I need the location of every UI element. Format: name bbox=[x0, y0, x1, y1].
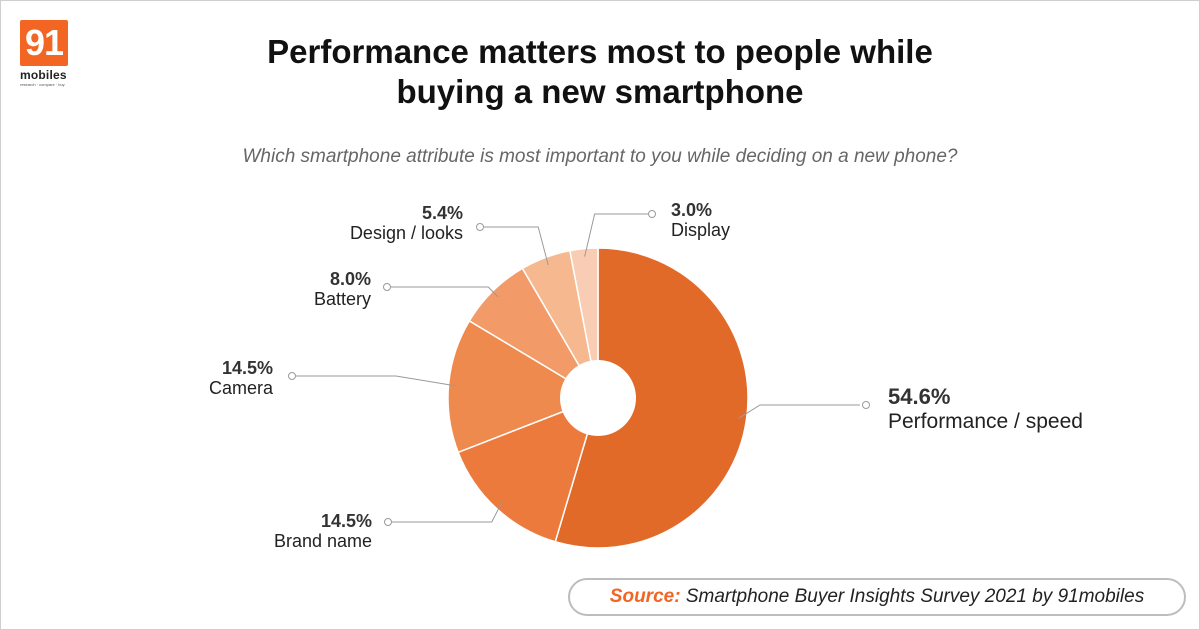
leader-dot-2 bbox=[384, 518, 392, 526]
brand-logo: 91 mobiles research · compare · buy bbox=[20, 20, 72, 90]
category-label-1: Performance / speed bbox=[888, 410, 1083, 433]
pie-slice-1 bbox=[554, 247, 749, 549]
value-label-2: 14.5% bbox=[321, 511, 372, 531]
leader-dot-1 bbox=[862, 401, 870, 409]
leader-dot-3 bbox=[288, 372, 296, 380]
leader-dot-6 bbox=[648, 210, 656, 218]
category-label-4: Battery bbox=[314, 289, 371, 309]
value-label-6: 3.0% bbox=[671, 200, 712, 220]
leader-line-5 bbox=[484, 226, 549, 266]
chart-title-line1: Performance matters most to people while bbox=[267, 33, 933, 70]
chart-title: Performance matters most to people while… bbox=[150, 32, 1050, 112]
source-text: Smartphone Buyer Insights Survey 2021 by… bbox=[685, 586, 1145, 607]
leader-line-1 bbox=[738, 404, 860, 419]
leader-line-6 bbox=[584, 213, 648, 257]
leader-line-2 bbox=[392, 502, 503, 523]
pie-slice-2 bbox=[457, 396, 600, 543]
logo-tagline: research · compare · buy bbox=[20, 82, 65, 87]
leader-dot-4 bbox=[383, 283, 391, 291]
chart-subtitle: Which smartphone attribute is most impor… bbox=[242, 146, 958, 167]
leader-line-3 bbox=[296, 375, 457, 387]
source-label: Source: bbox=[609, 586, 681, 607]
logo-number: 91 bbox=[20, 20, 68, 66]
value-label-5: 5.4% bbox=[422, 203, 463, 223]
category-label-6: Display bbox=[671, 220, 730, 240]
pie-slice-6 bbox=[569, 247, 599, 399]
logo-wordmark: mobiles bbox=[20, 68, 67, 82]
leader-dot-5 bbox=[476, 223, 484, 231]
value-label-1: 54.6% bbox=[888, 384, 950, 409]
donut-hole bbox=[560, 360, 636, 436]
value-label-3: 14.5% bbox=[222, 358, 273, 378]
chart-title-line2: buying a new smartphone bbox=[396, 73, 804, 110]
pie-slice-3 bbox=[447, 319, 600, 454]
category-label-2: Brand name bbox=[274, 531, 372, 551]
source-note: Source: Smartphone Buyer Insights Survey… bbox=[568, 578, 1186, 616]
leader-line-4 bbox=[391, 286, 499, 298]
category-label-3: Camera bbox=[209, 378, 274, 398]
category-label-5: Design / looks bbox=[350, 223, 463, 243]
value-label-4: 8.0% bbox=[330, 269, 371, 289]
